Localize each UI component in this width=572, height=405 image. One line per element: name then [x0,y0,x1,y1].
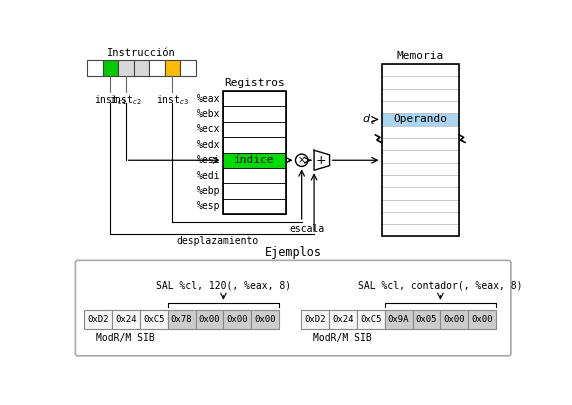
Bar [382,89,459,101]
Bar [301,310,329,329]
Bar [382,200,459,212]
Bar [382,162,459,175]
FancyBboxPatch shape [76,260,511,356]
Text: %edx: %edx [197,140,220,150]
Bar [223,122,286,137]
Text: Memoria: Memoria [396,51,444,61]
Bar [357,310,384,329]
Bar [133,60,149,76]
Text: $_e$: $_e$ [370,117,376,127]
Text: $\mathtt{inst}_{c1}$: $\mathtt{inst}_{c1}$ [94,93,127,107]
Text: índice: índice [234,155,275,165]
Text: 0x00: 0x00 [198,315,220,324]
Bar [223,199,286,214]
Bar [224,310,251,329]
Text: %ebx: %ebx [197,109,220,119]
Text: 0x24: 0x24 [115,315,137,324]
Text: 0xC5: 0xC5 [360,315,382,324]
Text: %ecx: %ecx [197,124,220,134]
Text: Operando: Operando [394,115,447,124]
Bar [112,310,140,329]
Bar [329,310,357,329]
Bar [382,76,459,89]
Bar [382,113,459,126]
Bar [440,310,468,329]
Text: +: + [316,154,327,167]
Bar [223,183,286,199]
Text: SAL %cl, contador(, %eax, 8): SAL %cl, contador(, %eax, 8) [358,280,523,290]
Bar [223,91,286,214]
Text: 0x00: 0x00 [471,315,493,324]
Text: 0x24: 0x24 [332,315,353,324]
Bar [412,310,440,329]
Text: ×: × [297,156,306,166]
Bar [382,175,459,187]
Polygon shape [314,150,329,170]
Circle shape [296,154,308,166]
Bar [168,310,196,329]
Text: escala: escala [289,224,324,234]
Bar [149,60,165,76]
Bar [382,138,459,150]
Bar [223,91,286,107]
Bar [165,60,180,76]
Text: 0x00: 0x00 [227,315,248,324]
Text: Registros: Registros [224,78,285,88]
Bar [468,310,496,329]
Text: %edi: %edi [197,171,220,181]
Bar [382,212,459,224]
Text: %esi: %esi [197,155,220,165]
Text: ModR/M SIB: ModR/M SIB [313,333,372,343]
Text: $\mathtt{inst}_{c2}$: $\mathtt{inst}_{c2}$ [109,93,142,107]
Bar [382,101,459,113]
Bar [140,310,168,329]
Bar [382,64,459,237]
Bar [102,60,118,76]
Bar [251,310,279,329]
Text: %ebp: %ebp [197,186,220,196]
Text: 0x9A: 0x9A [388,315,410,324]
Text: SAL %cl, 120(, %eax, 8): SAL %cl, 120(, %eax, 8) [156,280,291,290]
Bar [118,60,133,76]
Text: Ejemplos: Ejemplos [265,246,321,259]
Text: desplazamiento: desplazamiento [176,237,259,247]
Text: 0xD2: 0xD2 [87,315,109,324]
Text: 0x05: 0x05 [416,315,437,324]
Bar [382,126,459,138]
Bar [223,153,286,168]
Bar [87,60,102,76]
Bar [384,310,412,329]
Text: Instrucción: Instrucción [107,48,176,58]
Bar [223,137,286,153]
Bar [196,310,224,329]
Bar [382,224,459,237]
Text: 0x00: 0x00 [255,315,276,324]
Bar [382,64,459,76]
Text: 0x78: 0x78 [171,315,192,324]
Text: 0xC5: 0xC5 [143,315,164,324]
Bar [382,187,459,200]
Bar [382,150,459,162]
Text: $d$: $d$ [362,112,371,124]
Text: 0x00: 0x00 [444,315,465,324]
Text: $\mathtt{inst}_{c3}$: $\mathtt{inst}_{c3}$ [156,93,189,107]
Bar [223,168,286,183]
Text: %esp: %esp [197,201,220,211]
Text: %eax: %eax [197,94,220,104]
Text: 0xD2: 0xD2 [304,315,325,324]
Bar [223,107,286,122]
Text: ModR/M SIB: ModR/M SIB [96,333,155,343]
Bar [84,310,112,329]
Bar [180,60,196,76]
